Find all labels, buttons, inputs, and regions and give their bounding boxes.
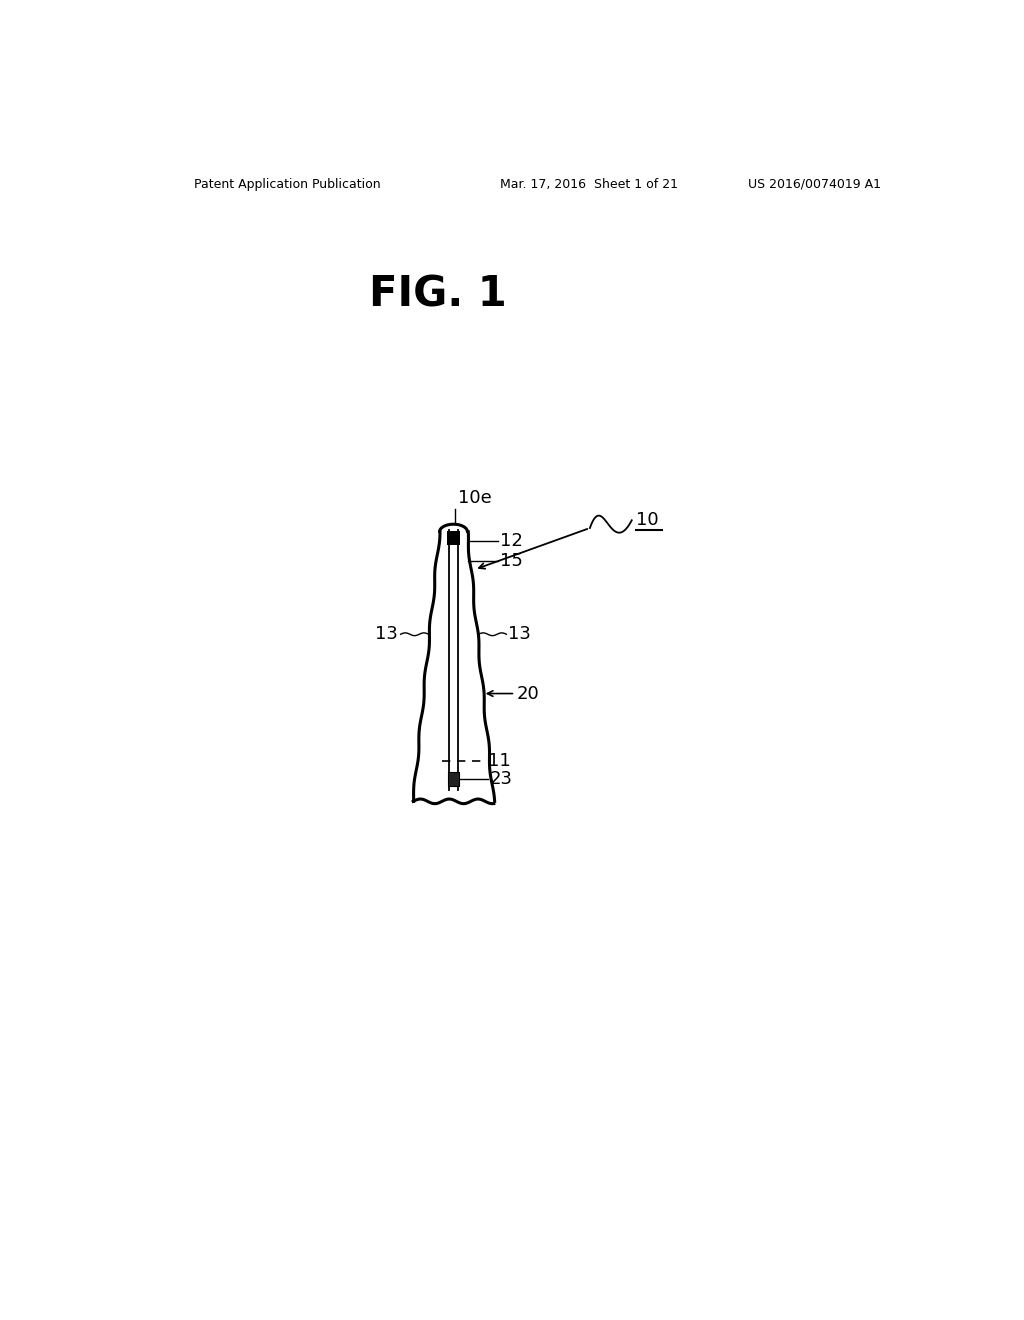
Text: 10: 10 <box>636 511 658 529</box>
Text: 10e: 10e <box>458 490 492 507</box>
Bar <box>450 531 458 789</box>
Text: 20: 20 <box>517 685 540 702</box>
Text: 11: 11 <box>487 752 510 771</box>
Text: 15: 15 <box>500 552 523 570</box>
Text: Patent Application Publication: Patent Application Publication <box>194 178 381 190</box>
Bar <box>449 772 459 785</box>
Text: 23: 23 <box>489 770 513 788</box>
Text: 12: 12 <box>500 532 523 550</box>
Text: 13: 13 <box>375 626 397 643</box>
Text: 13: 13 <box>508 626 530 643</box>
Text: FIG. 1: FIG. 1 <box>369 275 507 315</box>
Text: Mar. 17, 2016  Sheet 1 of 21: Mar. 17, 2016 Sheet 1 of 21 <box>500 178 678 190</box>
Bar <box>446 531 461 545</box>
Text: US 2016/0074019 A1: US 2016/0074019 A1 <box>748 178 881 190</box>
